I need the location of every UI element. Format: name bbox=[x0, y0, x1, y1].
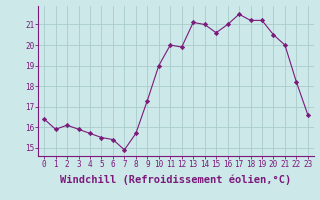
X-axis label: Windchill (Refroidissement éolien,°C): Windchill (Refroidissement éolien,°C) bbox=[60, 175, 292, 185]
